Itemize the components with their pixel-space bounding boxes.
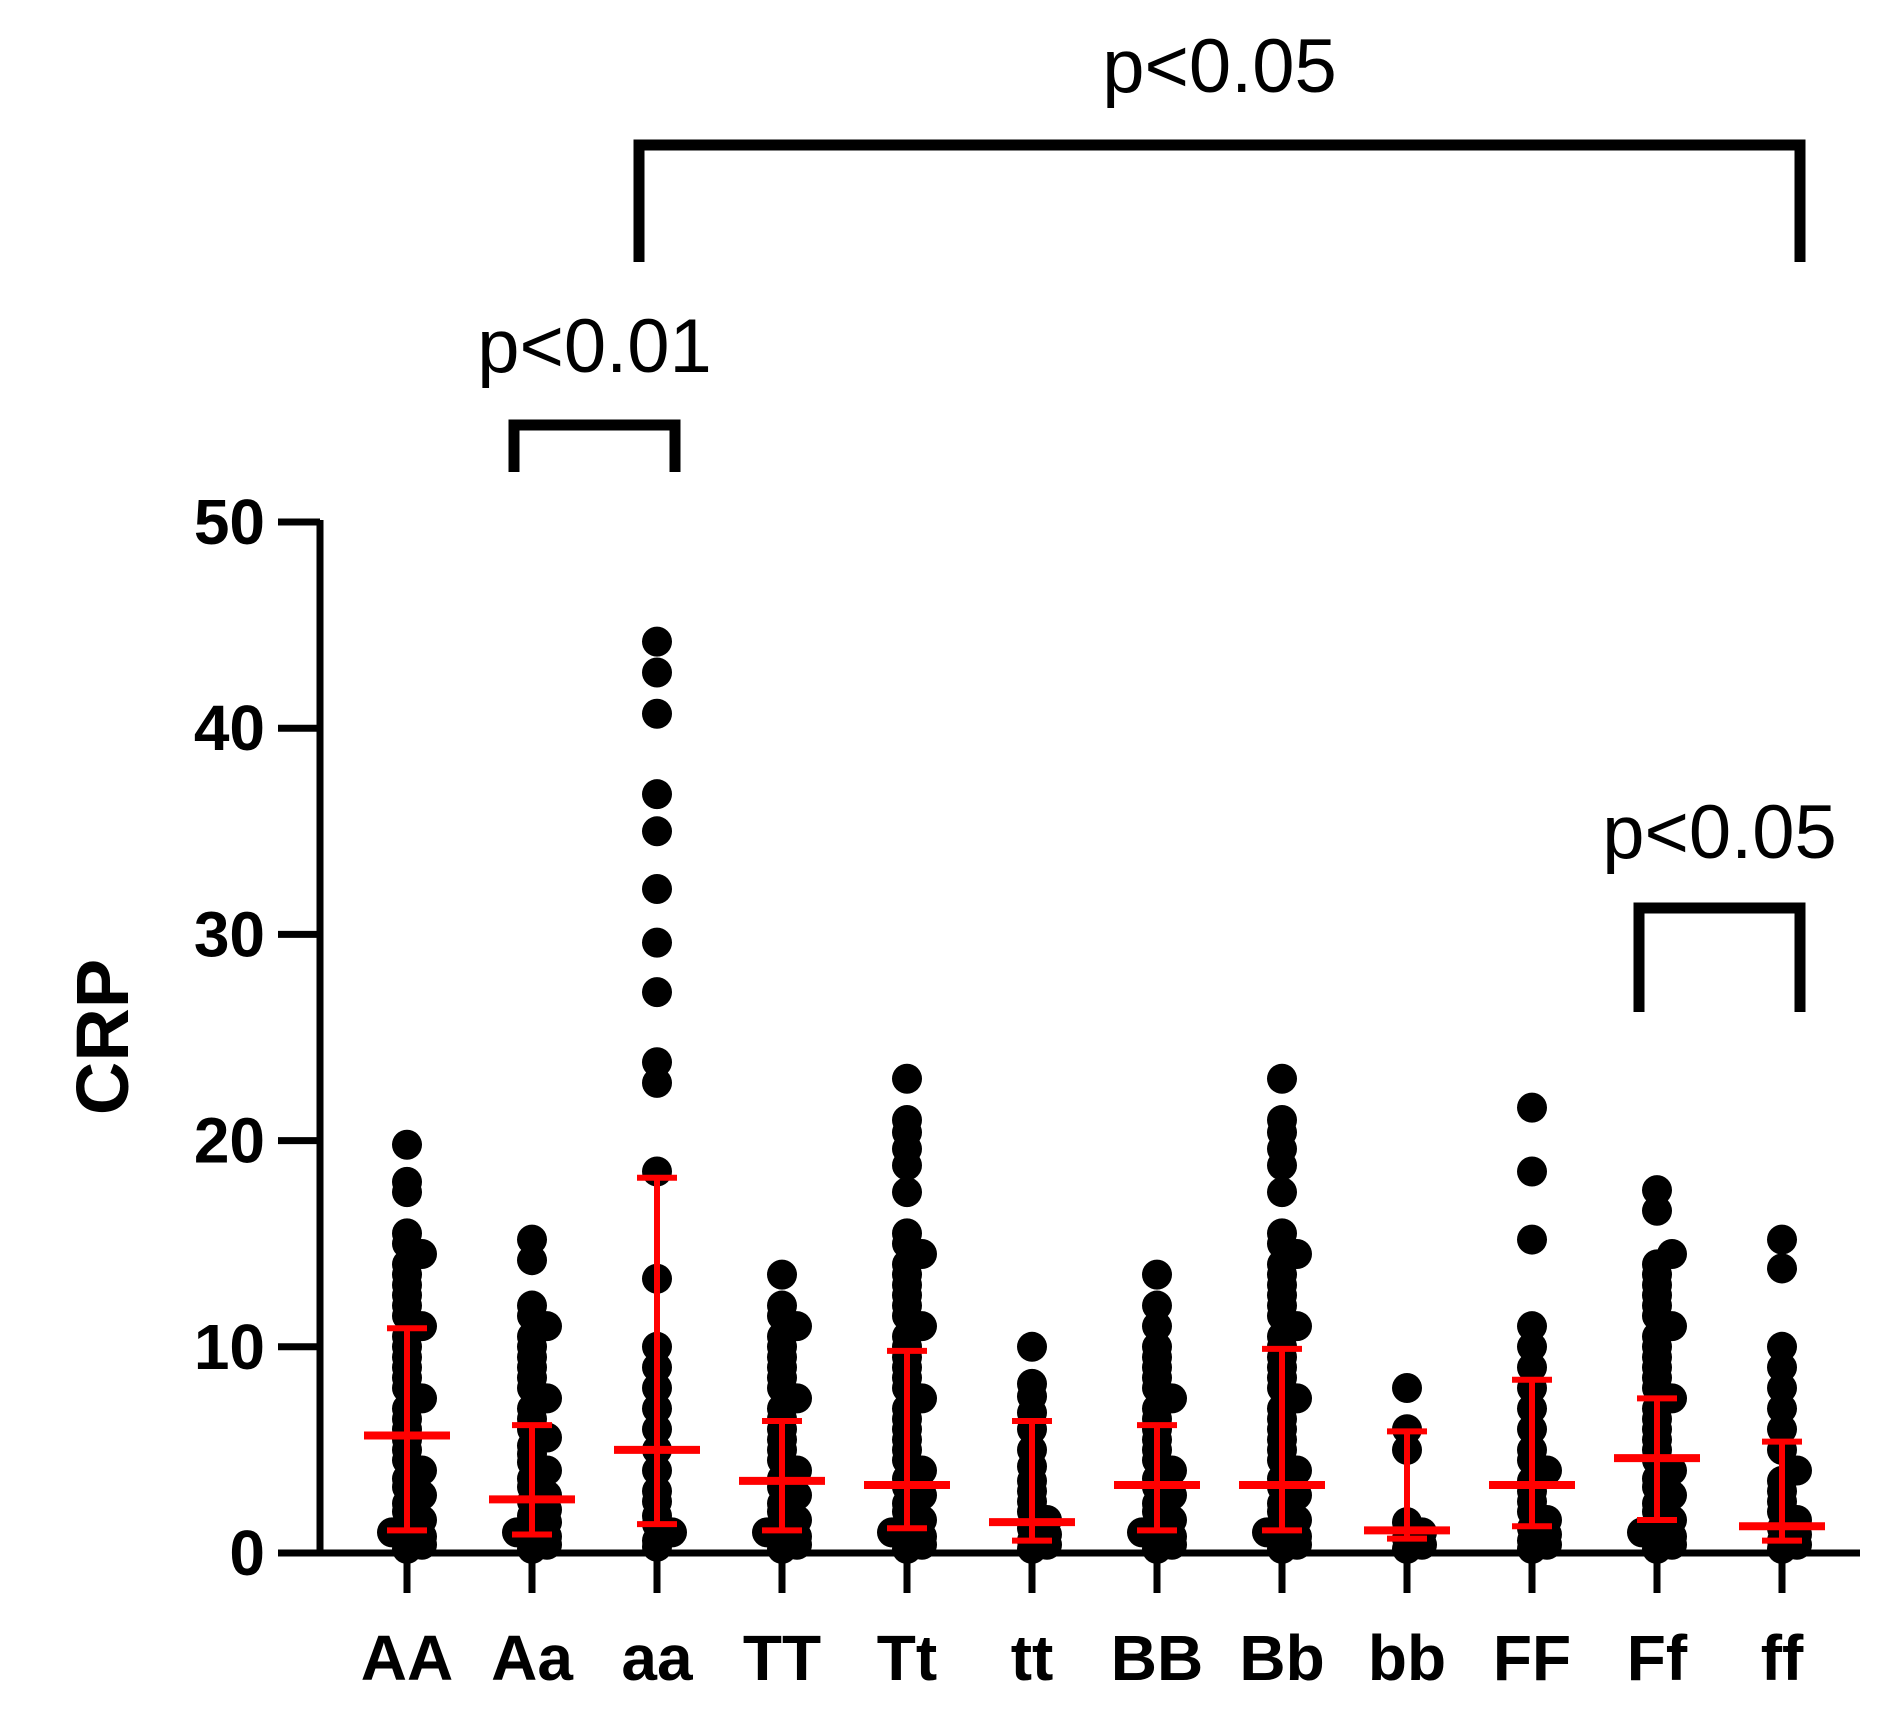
x-category-label: tt	[1011, 1622, 1054, 1694]
data-point	[892, 1177, 922, 1208]
significance-bracket	[633, 139, 1806, 262]
data-point	[1267, 1104, 1297, 1135]
data-point	[642, 1067, 672, 1098]
x-axis-category-labels: AA Aa aa TT Tt tt BB Bb bb FF Ff ff	[361, 1553, 1804, 1694]
data-point	[1142, 1331, 1172, 1362]
y-tick-label: 10	[194, 1311, 265, 1383]
data-point	[1767, 1253, 1797, 1284]
data-point	[642, 626, 672, 657]
y-axis-ticks: 0 10 20 30 40 50	[194, 486, 320, 1589]
x-category-label: Ff	[1627, 1622, 1688, 1694]
x-category-label: BB	[1111, 1622, 1203, 1694]
data-point	[642, 816, 672, 847]
data-point	[1267, 1218, 1297, 1249]
x-category-label: TT	[743, 1622, 821, 1694]
significance-bracket	[508, 419, 681, 472]
significance-label: p<0.01	[477, 304, 712, 389]
data-point	[1267, 1177, 1297, 1208]
data-point	[892, 1063, 922, 1094]
data-point	[892, 1218, 922, 1249]
data-point	[767, 1290, 797, 1321]
data-point	[642, 657, 672, 688]
data-point	[392, 1129, 422, 1160]
x-category-label: Tt	[877, 1622, 937, 1694]
data-point	[392, 1166, 422, 1197]
data-point	[517, 1290, 547, 1321]
data-point	[1642, 1175, 1672, 1206]
data-point	[1517, 1331, 1547, 1362]
data-point	[1392, 1373, 1422, 1404]
data-point	[1767, 1352, 1797, 1383]
median-iqr-layer	[364, 1174, 1825, 1544]
data-point	[1767, 1393, 1797, 1424]
data-point	[1517, 1311, 1547, 1342]
data-point	[1017, 1331, 1047, 1362]
significance-label: p<0.05	[1602, 790, 1837, 875]
y-tick-label: 20	[194, 1105, 265, 1177]
data-point	[517, 1245, 547, 1276]
data-point	[1657, 1239, 1687, 1270]
data-point	[1142, 1311, 1172, 1342]
significance-brackets: p<0.01 p<0.05 p<0.05	[477, 24, 1837, 1012]
data-point	[1642, 1195, 1672, 1226]
data-point	[642, 779, 672, 810]
data-point	[767, 1259, 797, 1290]
x-category-label: Aa	[491, 1622, 573, 1694]
data-point	[1767, 1331, 1797, 1362]
y-tick-label: 0	[229, 1517, 265, 1589]
data-point	[1767, 1414, 1797, 1445]
x-category-label: AA	[361, 1622, 453, 1694]
data-points-layer	[377, 626, 1812, 1564]
significance-bracket	[1633, 902, 1806, 1012]
data-point	[642, 977, 672, 1008]
data-point	[1767, 1224, 1797, 1255]
data-point	[1517, 1156, 1547, 1187]
data-point	[1517, 1352, 1547, 1383]
axes	[316, 520, 1860, 1557]
data-point	[642, 874, 672, 905]
data-point	[892, 1104, 922, 1135]
data-point	[1267, 1063, 1297, 1094]
data-point	[642, 927, 672, 958]
data-point	[1142, 1259, 1172, 1290]
data-point	[642, 1047, 672, 1078]
y-axis-title: CRP	[61, 959, 144, 1115]
x-category-label: FF	[1493, 1622, 1571, 1694]
data-point	[392, 1218, 422, 1249]
y-tick-label: 30	[194, 898, 265, 970]
data-point	[642, 698, 672, 729]
data-point	[1767, 1373, 1797, 1404]
x-category-label: Bb	[1239, 1622, 1324, 1694]
data-point	[517, 1224, 547, 1255]
x-category-label: aa	[621, 1622, 693, 1694]
data-point	[1017, 1368, 1047, 1399]
x-category-label: bb	[1368, 1622, 1446, 1694]
significance-label: p<0.05	[1102, 24, 1337, 109]
y-tick-label: 50	[194, 486, 265, 558]
data-point	[1517, 1092, 1547, 1123]
y-tick-label: 40	[194, 692, 265, 764]
data-point	[1782, 1455, 1812, 1486]
x-category-label: ff	[1761, 1622, 1804, 1694]
data-point	[1517, 1224, 1547, 1255]
data-point	[1142, 1290, 1172, 1321]
